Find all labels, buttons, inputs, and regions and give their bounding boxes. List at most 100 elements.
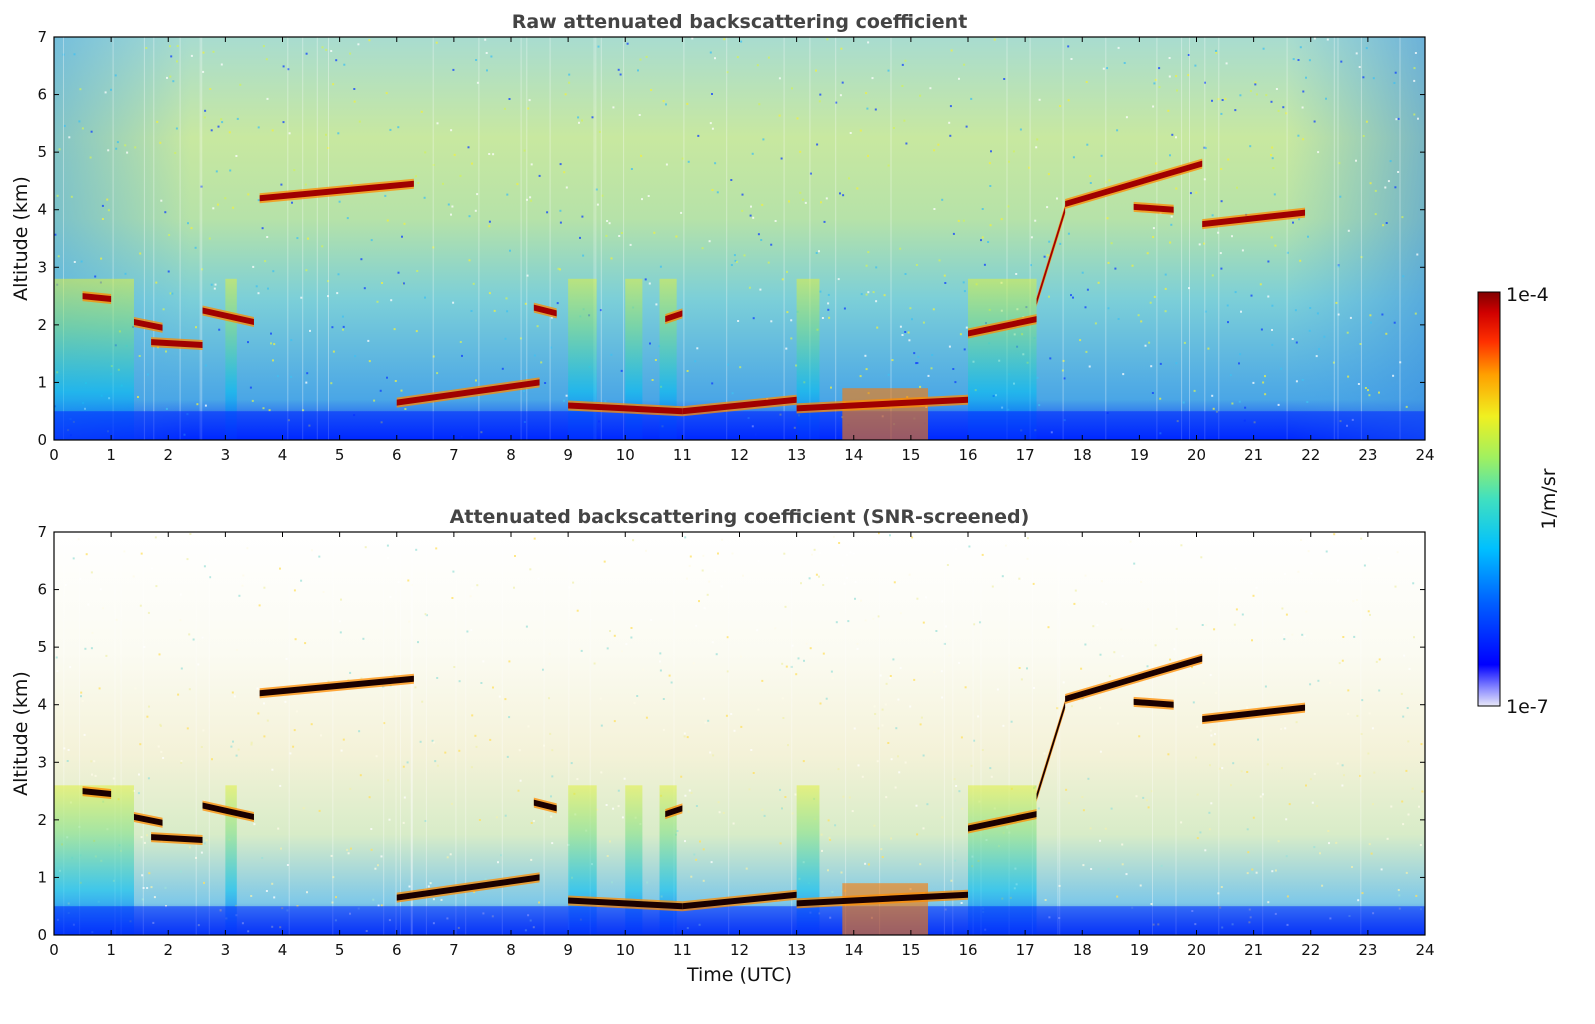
x-tick-label: 18 xyxy=(1073,941,1092,959)
x-tick-label: 0 xyxy=(49,941,59,959)
x-tick-label: 2 xyxy=(163,446,173,464)
colorbar-min-label: 1e-7 xyxy=(1506,696,1549,718)
y-tick-label: 2 xyxy=(37,316,47,334)
aerosol-column xyxy=(225,785,237,935)
cloud-layer xyxy=(568,402,683,415)
x-tick-label: 10 xyxy=(616,941,635,959)
y-tick-label: 7 xyxy=(37,28,47,46)
y-tick-label: 4 xyxy=(37,696,47,714)
cloud-layer xyxy=(82,788,112,797)
cloud-layer xyxy=(682,891,797,910)
aerosol-column xyxy=(625,278,643,440)
x-tick-label: 22 xyxy=(1301,941,1320,959)
x-tick-label: 19 xyxy=(1130,446,1149,464)
cloud-layer xyxy=(968,316,1037,337)
cloud-layer xyxy=(259,180,414,202)
x-tick-label: 9 xyxy=(563,446,573,464)
x-tick-label: 8 xyxy=(506,446,516,464)
cloud-layer xyxy=(796,891,968,907)
x-tick-label: 14 xyxy=(844,446,863,464)
x-tick-label: 13 xyxy=(787,446,806,464)
aerosol-column xyxy=(625,785,643,935)
cloud-layer xyxy=(1036,701,1066,800)
y-tick-label: 5 xyxy=(37,143,47,161)
x-tick-label: 9 xyxy=(563,941,573,959)
x-tick-label: 1 xyxy=(106,941,116,959)
x-tick-label: 16 xyxy=(958,446,977,464)
y-tick-label: 3 xyxy=(37,753,47,771)
panel-title: Attenuated backscattering coefficient (S… xyxy=(450,506,1030,528)
x-tick-label: 19 xyxy=(1130,941,1149,959)
x-tick-label: 20 xyxy=(1187,941,1206,959)
cloud-layer xyxy=(1065,160,1203,207)
y-tick-label: 5 xyxy=(37,638,47,656)
x-axis-label: Time (UTC) xyxy=(686,964,792,986)
x-tick-label: 10 xyxy=(616,446,635,464)
y-axis-label: Altitude (km) xyxy=(10,671,32,796)
x-tick-label: 1 xyxy=(106,446,116,464)
cloud-layer xyxy=(665,805,683,818)
cloud-layer xyxy=(968,811,1037,832)
colorbar-gradient xyxy=(1477,291,1501,707)
x-tick-label: 5 xyxy=(335,941,345,959)
aerosol-column xyxy=(796,278,820,440)
plot-background xyxy=(54,532,1425,935)
cloud-layer xyxy=(133,813,163,826)
cloud-layer xyxy=(1202,704,1306,723)
y-tick-label: 0 xyxy=(37,926,47,944)
x-tick-label: 21 xyxy=(1244,941,1263,959)
x-tick-label: 12 xyxy=(730,446,749,464)
aerosol-column xyxy=(659,785,677,935)
cloud-layer xyxy=(202,802,254,820)
x-tick-label: 11 xyxy=(673,446,692,464)
cloud-layer xyxy=(259,675,414,697)
x-tick-label: 24 xyxy=(1415,941,1434,959)
x-tick-label: 16 xyxy=(958,941,977,959)
x-tick-label: 7 xyxy=(449,941,459,959)
cloud-layer xyxy=(1202,209,1306,228)
cloud-layer xyxy=(533,304,557,317)
x-tick-label: 11 xyxy=(673,941,692,959)
aerosol-column xyxy=(225,278,237,440)
x-tick-label: 24 xyxy=(1415,446,1434,464)
plot-background-edge xyxy=(54,37,1425,440)
cloud-layer xyxy=(82,293,112,302)
cloud-layer xyxy=(1133,698,1174,708)
panel-1: 0 1 2 3 4 5 6 7 8 9 10 11 12 13 14 15 16 17 18 19 20 21 22 23 24… xyxy=(10,11,1435,464)
panel-title: Raw attenuated backscattering coefficien… xyxy=(512,11,968,33)
y-tick-label: 4 xyxy=(37,201,47,219)
cloud-layer xyxy=(133,318,163,331)
x-tick-label: 4 xyxy=(278,446,288,464)
x-tick-label: 18 xyxy=(1073,446,1092,464)
x-tick-label: 6 xyxy=(392,941,402,959)
x-tick-label: 21 xyxy=(1244,446,1263,464)
panel-2: 0 1 2 3 4 5 6 7 8 9 10 11 12 13 14 15 16 17 18 19 20 21 22 23 24… xyxy=(10,506,1435,986)
cloud-layer xyxy=(396,874,540,901)
x-tick-label: 8 xyxy=(506,941,516,959)
cloud-layer xyxy=(682,396,797,415)
x-tick-label: 23 xyxy=(1358,446,1377,464)
colorbar-max-label: 1e-4 xyxy=(1506,284,1549,306)
x-tick-label: 5 xyxy=(335,446,345,464)
x-tick-label: 2 xyxy=(163,941,173,959)
x-tick-label: 0 xyxy=(49,446,59,464)
x-tick-label: 23 xyxy=(1358,941,1377,959)
x-tick-label: 15 xyxy=(901,941,920,959)
cloud-layer xyxy=(202,307,254,325)
noise-texture xyxy=(54,37,1419,440)
x-tick-label: 15 xyxy=(901,446,920,464)
x-tick-label: 3 xyxy=(221,446,231,464)
y-tick-label: 6 xyxy=(37,86,47,104)
colorbar: 1e-4 1e-7 1/m/sr xyxy=(1477,284,1560,718)
boundary-layer-aerosol xyxy=(842,883,929,935)
x-tick-label: 20 xyxy=(1187,446,1206,464)
x-tick-label: 7 xyxy=(449,446,459,464)
cloud-layer xyxy=(396,379,540,406)
cloud-layer xyxy=(568,897,683,910)
x-tick-label: 17 xyxy=(1016,446,1035,464)
cloud-layer xyxy=(665,310,683,323)
x-tick-label: 4 xyxy=(278,941,288,959)
y-axis-label: Altitude (km) xyxy=(10,176,32,301)
